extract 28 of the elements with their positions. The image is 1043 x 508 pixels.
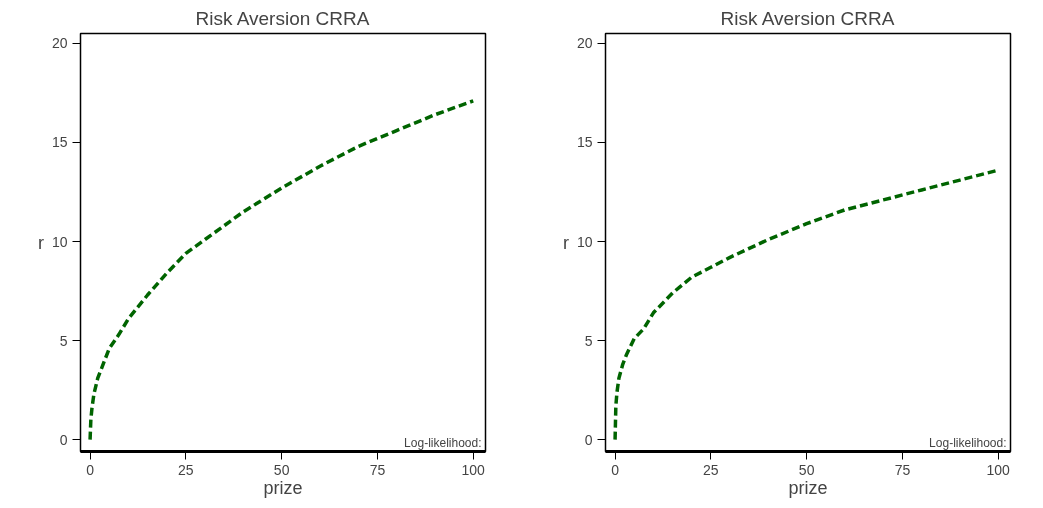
- y-tick-label: 20: [576, 35, 593, 52]
- y-tick-label: 10: [576, 233, 593, 250]
- y-tick-label: 0: [584, 431, 593, 448]
- x-tick-label: 0: [86, 461, 95, 478]
- y-tick-label: 10: [51, 233, 68, 250]
- x-tick-label: 100: [986, 461, 1011, 478]
- chart-title: Risk Aversion CRRA: [720, 7, 895, 29]
- x-tick-label: 50: [798, 461, 815, 478]
- x-tick-label: 75: [369, 461, 386, 478]
- x-tick-label: 25: [703, 461, 719, 478]
- y-axis-title: r: [562, 232, 569, 253]
- chart-title: Risk Aversion CRRA: [195, 7, 370, 29]
- x-tick-label: 25: [178, 461, 194, 478]
- y-tick-label: 0: [59, 431, 68, 448]
- x-tick-label: 100: [461, 461, 486, 478]
- y-tick-label: 5: [584, 332, 593, 349]
- x-tick-label: 75: [894, 461, 911, 478]
- x-tick-label: 0: [611, 461, 620, 478]
- y-tick-label: 5: [59, 332, 68, 349]
- y-axis-title: r: [37, 232, 44, 253]
- y-tick-label: 15: [51, 134, 68, 151]
- x-axis-title: prize: [788, 477, 828, 498]
- x-tick-label: 50: [273, 461, 290, 478]
- y-tick-label: 20: [51, 35, 68, 52]
- annotation: Log-likelihood:: [929, 435, 1007, 450]
- annotation: Log-likelihood:: [404, 435, 482, 450]
- x-axis-title: prize: [263, 477, 303, 498]
- y-tick-label: 15: [576, 134, 593, 151]
